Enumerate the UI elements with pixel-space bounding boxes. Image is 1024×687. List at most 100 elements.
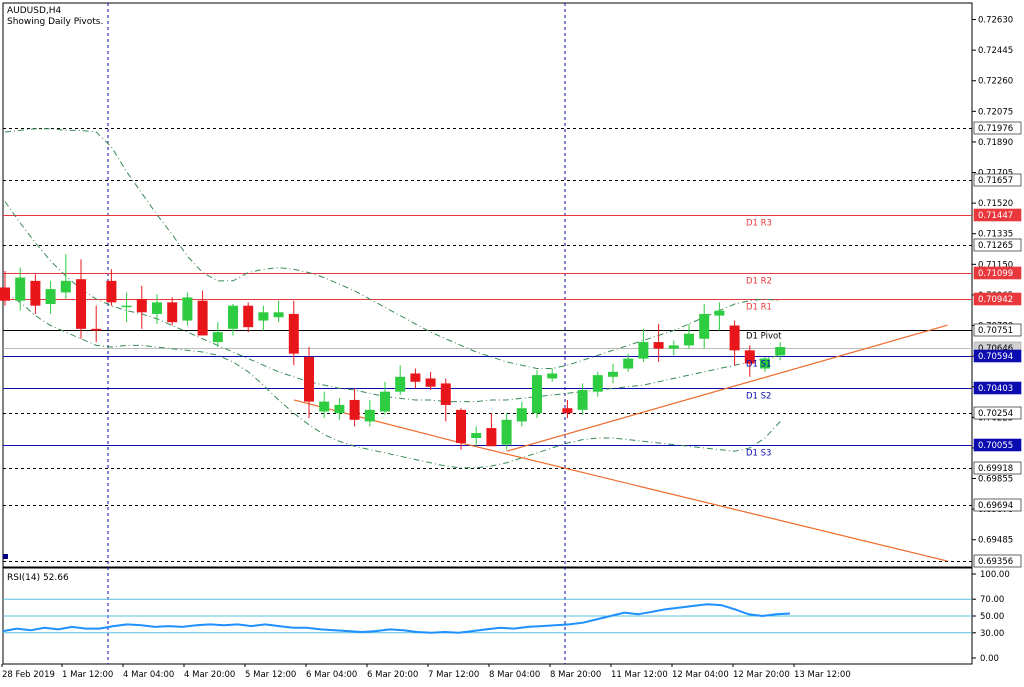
bollinger-lower-line <box>4 291 781 469</box>
time-tick-label: 11 Mar 12:00 <box>611 670 668 680</box>
level-price-tag-bg <box>973 238 1022 252</box>
candle[interactable] <box>212 322 223 348</box>
candle[interactable] <box>273 300 284 323</box>
candle[interactable] <box>304 347 314 419</box>
candle[interactable] <box>0 270 10 306</box>
candle[interactable] <box>121 292 132 323</box>
candle[interactable] <box>45 280 56 314</box>
candle[interactable] <box>532 370 542 419</box>
candle[interactable] <box>440 378 451 422</box>
candle[interactable] <box>30 274 41 314</box>
candle[interactable] <box>76 259 86 339</box>
rsi-tick-label: 0.00 <box>980 654 999 664</box>
candle[interactable] <box>197 290 208 336</box>
candle[interactable] <box>577 383 588 415</box>
candle-body <box>729 325 740 351</box>
candle[interactable] <box>167 297 178 326</box>
candle[interactable] <box>106 269 117 306</box>
candle[interactable] <box>228 304 238 336</box>
price-panel-frame <box>2 2 973 568</box>
time-tick-label: 4 Mar 20:00 <box>184 670 235 680</box>
candle-body <box>258 312 269 321</box>
candle[interactable] <box>410 368 421 389</box>
level-price-tag-bg <box>973 292 1022 306</box>
candle[interactable] <box>15 267 26 311</box>
candle[interactable] <box>729 320 740 366</box>
candle[interactable] <box>486 413 497 447</box>
candle-body <box>547 373 558 379</box>
price-tick-label: 0.72445 <box>978 46 1013 56</box>
candle[interactable] <box>547 368 558 382</box>
moving-average-line <box>4 201 781 403</box>
candle[interactable] <box>456 408 466 450</box>
candle[interactable] <box>653 323 664 362</box>
candle-body <box>121 305 132 308</box>
candle[interactable] <box>152 294 162 324</box>
candle[interactable] <box>775 342 786 361</box>
level-price-tag: 0.70403 <box>973 381 1022 395</box>
candle[interactable] <box>395 365 406 395</box>
candle[interactable] <box>668 340 679 356</box>
candle[interactable] <box>684 323 694 349</box>
candle[interactable] <box>319 391 330 419</box>
candle-body <box>577 390 588 410</box>
candle[interactable] <box>608 363 618 384</box>
candle[interactable] <box>243 302 254 333</box>
candle-body <box>288 313 299 354</box>
candles[interactable] <box>0 254 786 450</box>
candle[interactable] <box>592 371 603 397</box>
time-tick-label: 4 Mar 04:00 <box>123 670 174 680</box>
price-tick-label: 0.69485 <box>978 536 1013 546</box>
candle-body <box>319 401 330 412</box>
level-price-tag-bg <box>973 323 1022 337</box>
candle[interactable] <box>425 371 436 391</box>
candle[interactable] <box>364 399 375 427</box>
candle[interactable] <box>699 304 710 349</box>
candle[interactable] <box>91 305 102 343</box>
candle-body <box>197 300 208 336</box>
candle[interactable] <box>471 426 482 447</box>
candle[interactable] <box>638 328 649 362</box>
level-price-tag: 0.69918 <box>973 461 1022 475</box>
candle[interactable] <box>562 399 573 419</box>
time-axis: 28 Feb 2019 1 Mar 12:00 4 Mar 04:00 4 Mar 2… <box>1 664 851 680</box>
price-tick-label: 0.71335 <box>978 230 1013 240</box>
candle[interactable] <box>380 381 390 415</box>
candle[interactable] <box>623 353 634 372</box>
candle-body <box>516 408 527 422</box>
candle[interactable] <box>760 356 770 372</box>
candle-body <box>471 433 482 438</box>
rsi-tick-label: 50.00 <box>980 612 1004 622</box>
candle[interactable] <box>501 413 512 450</box>
vertical-markers <box>107 3 566 664</box>
candle[interactable] <box>288 300 299 366</box>
pivot-level-names: D1 R3 D1 R2 D1 R1 D1 Pivot D1 S1 D1 S2 D1 S3 <box>746 219 782 459</box>
scroll-marker[interactable] <box>3 554 8 559</box>
candle[interactable] <box>744 345 755 377</box>
candle[interactable] <box>136 285 147 329</box>
candle-body <box>364 409 375 422</box>
candle-body <box>15 277 26 301</box>
level-price-tag-label: 0.70594 <box>978 352 1013 362</box>
level-price-tag: 0.70055 <box>973 438 1022 452</box>
price-tick-label: 0.72260 <box>978 77 1013 87</box>
price-tick-label: 0.69855 <box>978 475 1013 485</box>
candle[interactable] <box>516 401 527 427</box>
candle[interactable] <box>334 398 345 420</box>
rsi-tick-label: 100.00 <box>980 570 1010 580</box>
level-price-tag-label: 0.70942 <box>978 295 1013 305</box>
level-name-label: D1 R1 <box>746 303 772 313</box>
rsi-tick-label: 70.00 <box>980 595 1004 605</box>
rsi-tick-label: 30.00 <box>980 629 1004 639</box>
level-price-tag: 0.70751 <box>973 323 1022 337</box>
level-price-tag-bg <box>973 349 1022 363</box>
candle[interactable] <box>714 302 725 331</box>
candle-body <box>334 404 345 414</box>
candle-body <box>349 399 360 420</box>
level-name-label: D1 R2 <box>746 277 772 287</box>
candle[interactable] <box>182 292 193 326</box>
candle[interactable] <box>349 388 360 427</box>
candle[interactable] <box>258 305 269 331</box>
candle[interactable] <box>60 254 71 300</box>
level-price-tag-bg <box>973 381 1022 395</box>
